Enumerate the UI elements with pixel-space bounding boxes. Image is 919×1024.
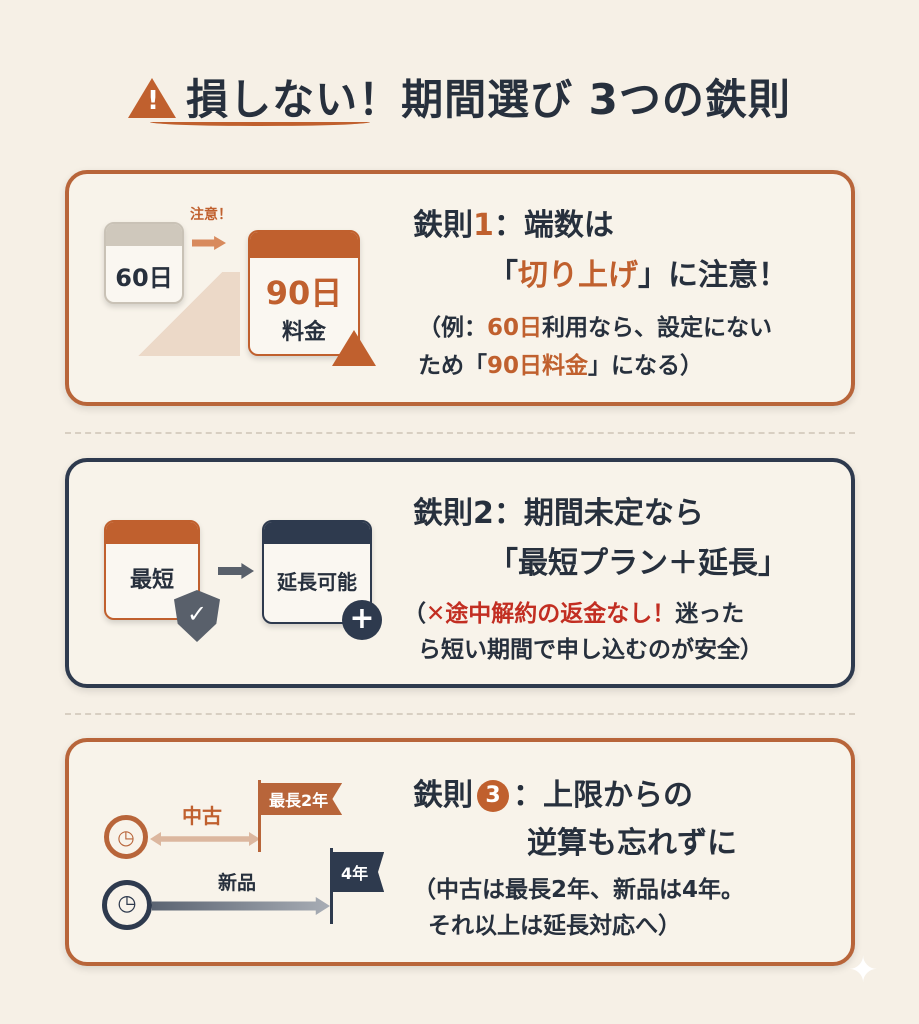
rule3-card (65, 738, 855, 966)
used-flag: 最長2年 (261, 783, 343, 815)
warning-icon: ! (128, 78, 177, 118)
warning-icon (332, 330, 376, 366)
page-title: ! 損しない！期間選び 3つの鉄則 (0, 66, 919, 127)
sparkle-icon: ✦ (848, 950, 879, 991)
divider (65, 713, 855, 715)
used-label: 中古 (182, 804, 222, 828)
rule2-note: （✕途中解約の返金なし！迷った (403, 601, 745, 627)
caution-label: 注意！ (190, 207, 232, 223)
flag-pole (258, 780, 261, 852)
clock-icon: ◷ (102, 880, 152, 930)
rule3-heading-line2: 逆算も忘れずに (527, 826, 737, 861)
cal-extendable-label: 延長可能 (277, 570, 357, 594)
history-clock-icon: ◷ (104, 815, 148, 859)
stairs-icon (120, 272, 240, 356)
divider (65, 432, 855, 434)
cal-to-line1: 90日 (265, 274, 343, 312)
cal-to-line2: 料金 (281, 320, 326, 345)
rule1-heading: 鉄則1：端数は (413, 208, 614, 243)
title-text: 損しない！期間選び 3つの鉄則 (186, 75, 791, 124)
new-flag: 4年 (333, 852, 385, 892)
rule1-note: （例：60日利用なら、設定にない (418, 315, 773, 341)
rule1-note-line2: ため「90日料金」になる） (418, 353, 704, 379)
cal-shortest-label: 最短 (129, 568, 174, 593)
plus-icon: + (342, 600, 382, 640)
rule3-heading: 鉄則 3 ：上限からの (413, 778, 693, 813)
rule1-heading-line2: 「切り上げ」に注意！ (488, 258, 788, 293)
rule3-note-line2: それ以上は延長対応へ） (428, 913, 681, 939)
new-label: 新品 (218, 872, 257, 894)
rule3-note: （中古は最長2年、新品は4年。 (413, 877, 745, 903)
arrow-right-icon (218, 563, 254, 579)
flag-pole (330, 848, 333, 924)
arrow-right-icon (192, 236, 226, 250)
rule2-heading-line2: 「最短プラン＋延長」 (488, 546, 788, 581)
rule2-note-line2: ら短い期間で申し込むのが安全） (418, 637, 763, 663)
title-underline (150, 118, 370, 126)
calendar-90-icon: 90日料金 (248, 230, 360, 356)
rule2-heading: 鉄則2：期間未定なら (413, 496, 704, 531)
arrow-right-icon (152, 897, 330, 915)
